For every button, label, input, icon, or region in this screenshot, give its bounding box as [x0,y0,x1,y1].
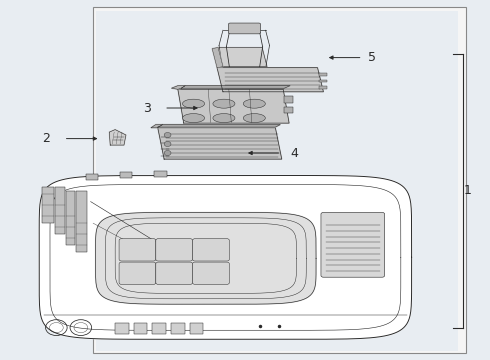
Circle shape [164,132,171,138]
Ellipse shape [243,99,266,108]
Text: 5: 5 [368,51,376,64]
Bar [284,96,293,103]
Polygon shape [39,176,412,339]
FancyBboxPatch shape [156,262,193,284]
Bar [190,323,203,334]
FancyBboxPatch shape [193,239,229,261]
Bar [284,107,293,113]
Polygon shape [96,212,316,304]
FancyBboxPatch shape [228,23,261,34]
FancyBboxPatch shape [119,262,156,284]
Polygon shape [217,68,323,92]
Bar [86,174,98,180]
Circle shape [164,141,171,147]
Ellipse shape [213,114,235,122]
FancyBboxPatch shape [156,239,193,261]
Polygon shape [158,128,282,159]
Polygon shape [178,89,289,123]
Ellipse shape [213,99,235,108]
Bar [171,323,185,334]
FancyBboxPatch shape [119,239,156,261]
Polygon shape [172,86,185,89]
Circle shape [164,150,171,156]
Bar [134,323,147,334]
Bar [319,86,327,89]
FancyBboxPatch shape [321,212,385,277]
Bar [55,187,65,234]
Bar [120,172,132,178]
Ellipse shape [243,114,266,122]
Text: 3: 3 [143,102,151,114]
Bar [96,11,458,351]
Bar [66,191,75,245]
Bar [154,171,167,177]
Polygon shape [181,86,290,88]
Bar [152,323,166,334]
Bar [42,187,54,223]
Polygon shape [158,125,280,127]
Bar [319,80,327,82]
Polygon shape [218,48,267,67]
Text: 2: 2 [43,132,50,145]
FancyBboxPatch shape [193,262,229,284]
Bar [115,323,129,334]
Bar [93,7,466,353]
Polygon shape [212,48,223,68]
Text: 1: 1 [464,184,472,197]
Bar [76,191,87,252]
Polygon shape [109,130,126,145]
Polygon shape [151,125,163,128]
Text: 4: 4 [290,147,298,159]
Ellipse shape [182,114,205,122]
Bar [319,73,327,76]
Ellipse shape [182,99,205,108]
